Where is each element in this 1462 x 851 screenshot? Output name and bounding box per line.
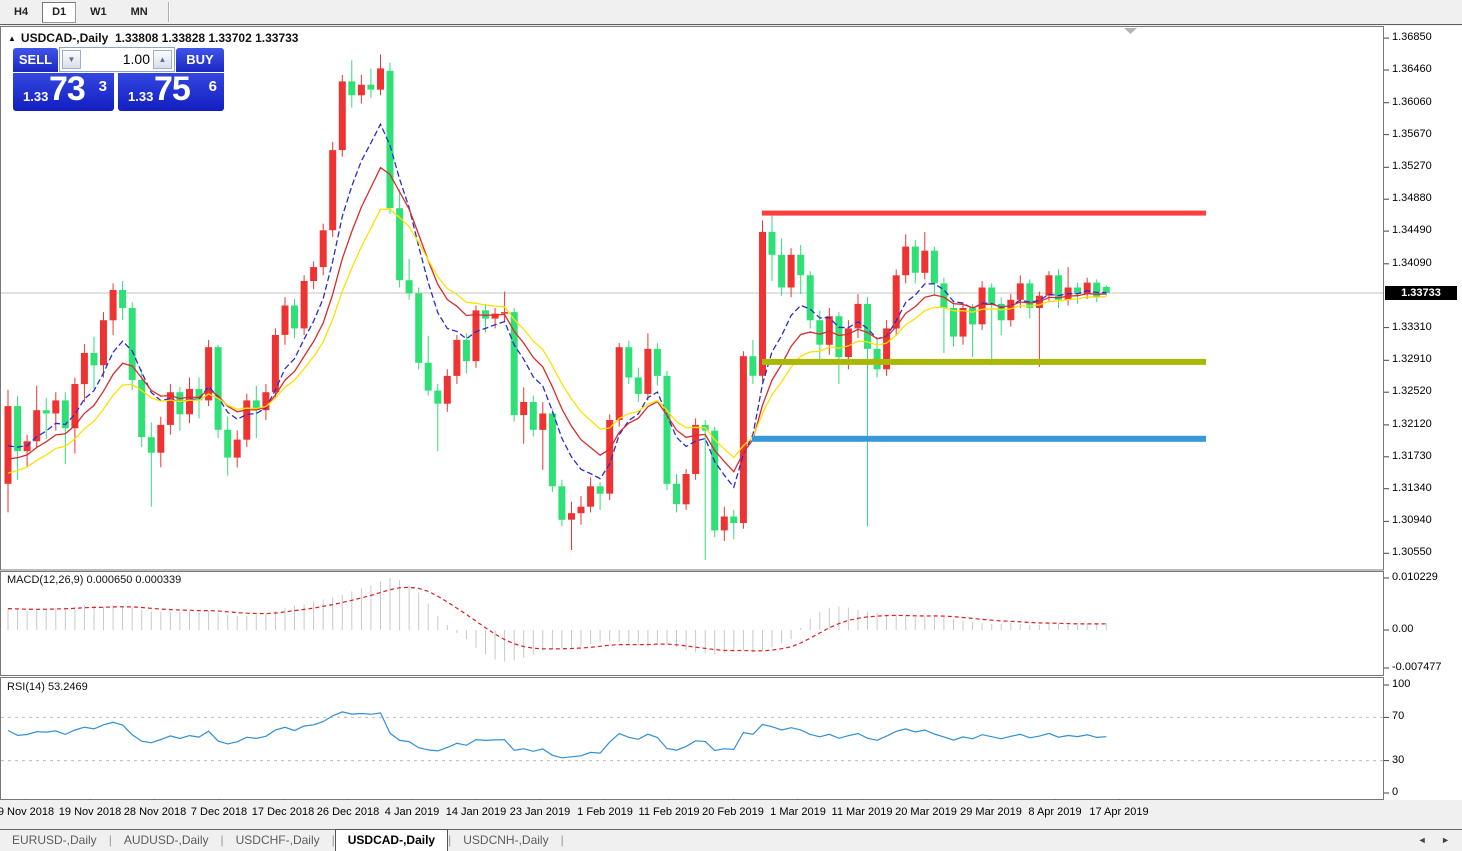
date-axis-label: 19 Nov 2018 bbox=[58, 806, 122, 818]
buy-button[interactable]: BUY bbox=[176, 48, 224, 72]
macd-axis-label: -0.007477 bbox=[1392, 661, 1442, 673]
date-axis-label: 20 Feb 2019 bbox=[702, 806, 764, 818]
volume-input[interactable]: 1.00 bbox=[122, 51, 150, 67]
collapse-panel-icon[interactable]: ▲ bbox=[8, 34, 16, 43]
sell-price-prefix: 1.33 bbox=[23, 89, 49, 104]
date-axis-label: 20 Mar 2019 bbox=[895, 806, 957, 818]
price-axis-label: 1.30550 bbox=[1392, 546, 1432, 558]
tab-scroll-arrows[interactable]: ◄ ► bbox=[1417, 835, 1456, 845]
rsi-axis-label: 0 bbox=[1392, 786, 1399, 798]
chart-symbol-label: USDCAD-,Daily bbox=[20, 31, 109, 45]
date-axis-label: 9 Nov 2018 bbox=[0, 806, 55, 818]
rsi-indicator-label: RSI(14) 53.2469 bbox=[7, 681, 88, 693]
date-axis-label: 8 Apr 2019 bbox=[1028, 806, 1082, 818]
one-click-trading-panel: SELL ▼ 1.00 ▲ BUY 1.33 73 3 1.33 75 6 bbox=[13, 47, 224, 111]
sell-button[interactable]: SELL bbox=[13, 48, 58, 72]
buy-price-point: 6 bbox=[208, 78, 217, 95]
buy-price-prefix: 1.33 bbox=[128, 89, 154, 104]
macd-axis-label: 0.00 bbox=[1392, 623, 1414, 635]
macd-indicator-label: MACD(12,26,9) 0.000650 0.000339 bbox=[7, 574, 182, 586]
volume-decrease-icon[interactable]: ▼ bbox=[62, 50, 81, 69]
timeframe-h4[interactable]: H4 bbox=[14, 6, 29, 18]
date-axis-label: 11 Feb 2019 bbox=[638, 806, 700, 818]
tab-separator: | bbox=[448, 833, 452, 847]
buy-price-button[interactable]: 1.33 75 6 bbox=[118, 70, 224, 111]
timeframe-mn[interactable]: MN bbox=[130, 6, 148, 18]
date-axis-label: 28 Nov 2018 bbox=[123, 806, 187, 818]
toolbar-separator bbox=[167, 2, 169, 22]
volume-spinner: ▼ 1.00 ▲ bbox=[59, 47, 175, 72]
main-chart-canvas[interactable] bbox=[0, 26, 1462, 800]
price-axis-label: 1.30940 bbox=[1392, 514, 1432, 526]
date-axis-label: 17 Apr 2019 bbox=[1089, 806, 1149, 818]
symbol-tab-usdcad[interactable]: USDCAD-,Daily bbox=[334, 829, 449, 851]
price-axis-label: 1.31340 bbox=[1392, 482, 1432, 494]
price-axis-label: 1.32120 bbox=[1392, 418, 1432, 430]
current-price-badge: 1.33733 bbox=[1385, 286, 1457, 300]
volume-increase-icon[interactable]: ▲ bbox=[153, 50, 172, 69]
timeframe-w1[interactable]: W1 bbox=[90, 6, 107, 18]
price-axis-label: 1.36850 bbox=[1392, 31, 1432, 43]
price-axis-label: 1.33310 bbox=[1392, 321, 1432, 333]
timeframe-d1[interactable]: D1 bbox=[42, 2, 77, 23]
symbol-tab-bar: EURUSD-,Daily | AUDUSD-,Daily | USDCHF-,Dail… bbox=[0, 829, 1462, 851]
sell-price-pips: 73 bbox=[49, 70, 86, 108]
date-axis-label: 23 Jan 2019 bbox=[509, 806, 571, 818]
symbol-tab-eurusd[interactable]: EURUSD-,Daily bbox=[12, 833, 97, 847]
date-axis-label: 1 Mar 2019 bbox=[770, 806, 826, 818]
tab-separator: | bbox=[331, 833, 335, 847]
date-axis-label: 26 Dec 2018 bbox=[316, 806, 380, 818]
price-axis-label: 1.34880 bbox=[1392, 192, 1432, 204]
sell-price-point: 3 bbox=[98, 78, 107, 95]
symbol-tab-usdcnh[interactable]: USDCNH-,Daily bbox=[463, 833, 549, 847]
date-axis-label: 14 Jan 2019 bbox=[445, 806, 507, 818]
symbol-tab-audusd[interactable]: AUDUSD-,Daily bbox=[123, 833, 209, 847]
price-axis-label: 1.36060 bbox=[1392, 96, 1432, 108]
price-axis-label: 1.36460 bbox=[1392, 63, 1432, 75]
tab-separator: | bbox=[108, 833, 112, 847]
sell-price-button[interactable]: 1.33 73 3 bbox=[13, 70, 114, 111]
price-axis-label: 1.34090 bbox=[1392, 257, 1432, 269]
chart-ohlc-values: 1.33808 1.33828 1.33702 1.33733 bbox=[114, 31, 299, 45]
tab-separator: | bbox=[220, 833, 224, 847]
timeframe-toolbar: H4 D1 W1 MN bbox=[0, 0, 1462, 25]
tab-separator: | bbox=[560, 833, 564, 847]
date-axis-label: 4 Jan 2019 bbox=[384, 806, 440, 818]
date-axis-label: 29 Mar 2019 bbox=[960, 806, 1022, 818]
chart-title: ▲ USDCAD-,Daily 1.33808 1.33828 1.33702 1… bbox=[8, 31, 298, 45]
rsi-axis-label: 100 bbox=[1392, 678, 1411, 690]
date-axis-label: 7 Dec 2018 bbox=[190, 806, 248, 818]
date-axis-label: 1 Feb 2019 bbox=[577, 806, 633, 818]
date-axis-label: 11 Mar 2019 bbox=[831, 806, 893, 818]
buy-price-pips: 75 bbox=[154, 70, 191, 108]
price-axis-label: 1.35670 bbox=[1392, 128, 1432, 140]
price-axis-label: 1.32910 bbox=[1392, 353, 1432, 365]
date-axis-label: 17 Dec 2018 bbox=[251, 806, 315, 818]
price-axis-label: 1.31730 bbox=[1392, 450, 1432, 462]
price-axis-label: 1.32520 bbox=[1392, 385, 1432, 397]
symbol-tab-usdchf[interactable]: USDCHF-,Daily bbox=[235, 833, 320, 847]
price-axis-label: 1.34490 bbox=[1392, 224, 1432, 236]
rsi-axis-label: 30 bbox=[1392, 754, 1405, 766]
macd-axis-label: 0.010229 bbox=[1392, 571, 1438, 583]
rsi-axis-label: 70 bbox=[1392, 710, 1405, 722]
price-axis-label: 1.35270 bbox=[1392, 160, 1432, 172]
